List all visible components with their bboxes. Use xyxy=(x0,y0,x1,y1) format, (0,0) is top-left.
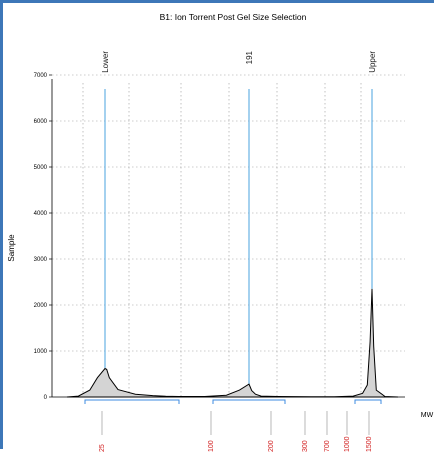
size-label: 1000 xyxy=(344,436,351,452)
peak-label: 191 xyxy=(245,50,254,64)
y-tick-label: 5000 xyxy=(34,165,48,171)
sizing-bracket xyxy=(354,399,382,404)
y-tick-label: 4000 xyxy=(34,211,48,217)
size-label: 700 xyxy=(324,440,331,452)
peak-markers: Lower 191 Upper xyxy=(101,50,377,385)
peak-label: Upper xyxy=(368,51,377,73)
sample-trace xyxy=(66,288,399,398)
y-axis-label: Sample xyxy=(7,234,16,262)
grid xyxy=(52,74,405,397)
y-tick-label: 1000 xyxy=(34,349,48,355)
y-tick-labels: 0 1000 2000 3000 4000 5000 6000 7000 xyxy=(34,73,52,401)
y-tick-label: 0 xyxy=(44,395,48,401)
y-tick-label: 2000 xyxy=(34,303,48,309)
size-label: 1500 xyxy=(366,436,373,452)
size-label: 300 xyxy=(302,440,309,452)
y-tick-label: 3000 xyxy=(34,257,48,263)
y-tick-label: 6000 xyxy=(34,119,48,125)
y-tick-label: 7000 xyxy=(34,73,48,79)
sizing-bracket xyxy=(212,399,286,404)
size-labels: 25 100 200 300 700 1000 1500 xyxy=(99,411,373,452)
electropherogram-chart: B1: Ion Torrent Post Gel Size Selection … xyxy=(7,12,434,452)
sizing-bracket xyxy=(84,399,180,404)
sizing-brackets xyxy=(84,399,382,404)
peak-label: Lower xyxy=(101,51,110,73)
size-label: 100 xyxy=(208,440,215,452)
size-label: 25 xyxy=(99,444,106,452)
chart-title: B1: Ion Torrent Post Gel Size Selection xyxy=(160,12,307,22)
x-axis-label: MW xyxy=(421,412,434,419)
size-label: 200 xyxy=(268,440,275,452)
